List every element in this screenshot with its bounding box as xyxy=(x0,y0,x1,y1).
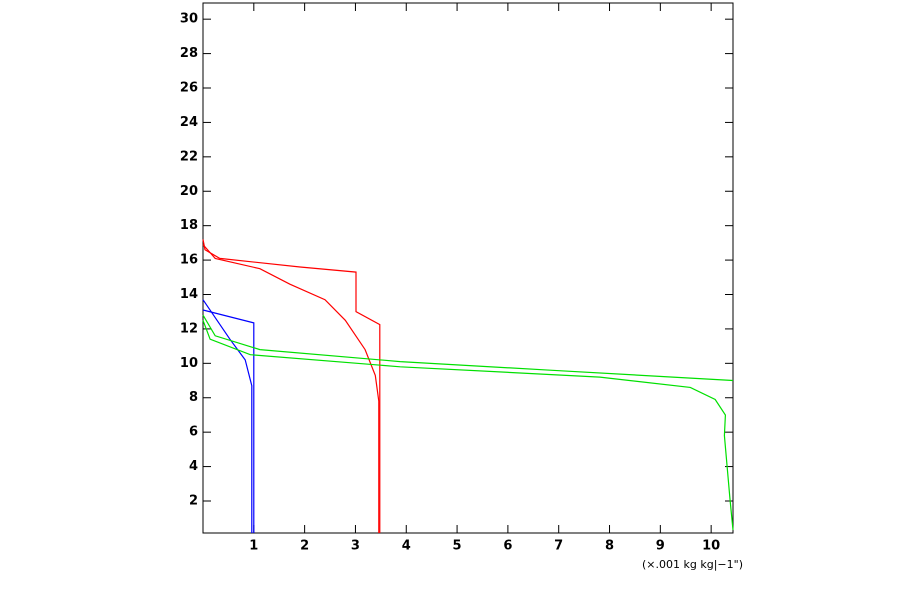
x-tick-label: 9 xyxy=(656,539,665,554)
profile-line xyxy=(202,320,734,531)
profile-line xyxy=(202,299,253,533)
profile-line xyxy=(202,244,380,533)
y-tick-label: 14 xyxy=(180,287,198,302)
y-tick-label: 6 xyxy=(189,425,198,440)
y-tick-label: 2 xyxy=(189,493,198,508)
x-axis-label: (×.001 kg kg|−1") xyxy=(642,558,743,571)
profile-line xyxy=(202,239,381,533)
y-tick-label: 30 xyxy=(180,12,198,27)
x-tick-label: 3 xyxy=(351,539,360,554)
y-tick-label: 24 xyxy=(180,115,198,130)
y-tick-label: 26 xyxy=(180,81,198,96)
x-tick-label: 7 xyxy=(554,539,563,554)
x-tick-label: 5 xyxy=(453,539,462,554)
x-tick-label: 1 xyxy=(249,539,258,554)
y-tick-label: 28 xyxy=(180,46,198,61)
y-tick-label: 22 xyxy=(180,149,198,164)
y-tick-label: 20 xyxy=(180,184,198,199)
x-tick-label: 8 xyxy=(605,539,614,554)
x-tick-label: 10 xyxy=(702,539,720,554)
x-tick-label: 2 xyxy=(300,539,309,554)
plot-frame xyxy=(202,2,734,534)
y-tick-label: 10 xyxy=(180,356,198,371)
profile-line xyxy=(202,314,734,382)
y-tick-label: 8 xyxy=(189,390,198,405)
x-tick-label: 4 xyxy=(402,539,411,554)
profile-line xyxy=(202,309,255,533)
y-tick-label: 16 xyxy=(180,253,198,268)
y-tick-label: 4 xyxy=(189,459,198,474)
x-tick-label: 6 xyxy=(503,539,512,554)
y-tick-label: 18 xyxy=(180,218,198,233)
y-tick-label: 12 xyxy=(180,321,198,336)
